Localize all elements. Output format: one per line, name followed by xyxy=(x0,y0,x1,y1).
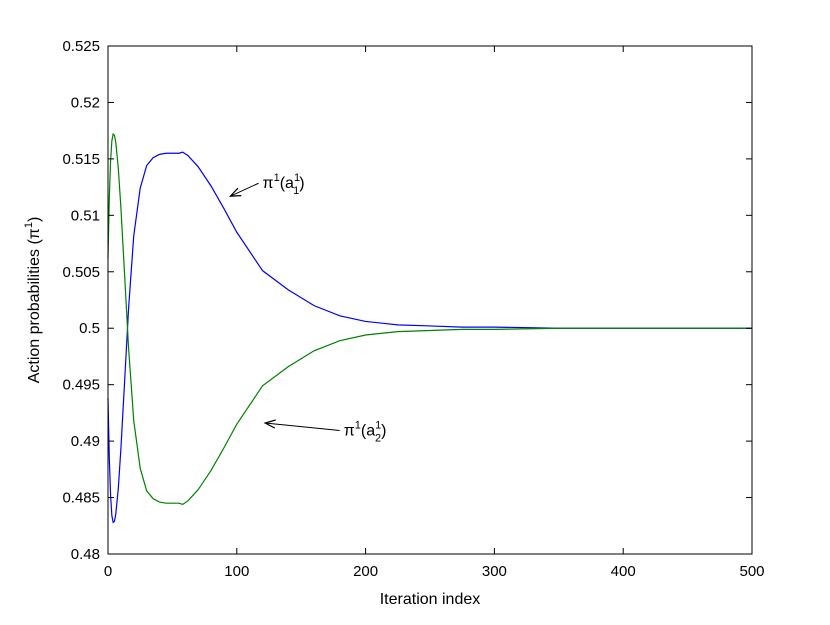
y-tick-label: 0.515 xyxy=(62,151,100,168)
annotations-layer: π1(a1 1) π1(a1 2) xyxy=(228,172,387,444)
ticks-layer: 0 100 200 300 400 500 0.48 0.485 0.49 0.495 0.5 0.5… xyxy=(62,38,764,580)
x-axis-title: Iteration index xyxy=(380,591,481,608)
plot-frame xyxy=(107,45,753,555)
y-axis-title: Action probabilities (π1) xyxy=(23,217,43,384)
annotation-arrow-line xyxy=(265,422,340,431)
x-tick-label: 100 xyxy=(224,563,249,580)
x-tick-label: 0 xyxy=(104,563,112,580)
series-line-2 xyxy=(107,132,752,505)
y-tick-label: 0.48 xyxy=(71,546,100,563)
y-tick-label: 0.525 xyxy=(62,38,100,55)
y-tick-label: 0.495 xyxy=(62,377,100,394)
y-tick-label: 0.505 xyxy=(62,264,100,281)
y-tick-label: 0.49 xyxy=(71,433,100,450)
annotation-arrow-head xyxy=(263,419,276,429)
y-tick-label: 0.485 xyxy=(62,490,100,507)
plot-background xyxy=(108,46,752,554)
x-tick-label: 200 xyxy=(353,563,378,580)
annotation-arrow-head xyxy=(228,187,242,197)
annotation-arrow-line xyxy=(230,182,259,197)
series-line-1 xyxy=(107,151,752,524)
x-tick-label: 300 xyxy=(482,563,507,580)
x-tick-label: 400 xyxy=(611,563,636,580)
annotation-label-2: π1(a1 2) xyxy=(344,419,387,444)
series-layer xyxy=(107,132,752,524)
annotation-label-1: π1(a1 1) xyxy=(263,172,305,197)
x-tick-label: 500 xyxy=(739,563,764,580)
y-tick-label: 0.5 xyxy=(79,320,100,337)
y-tick-label: 0.51 xyxy=(71,207,100,224)
y-tick-label: 0.52 xyxy=(71,94,100,111)
